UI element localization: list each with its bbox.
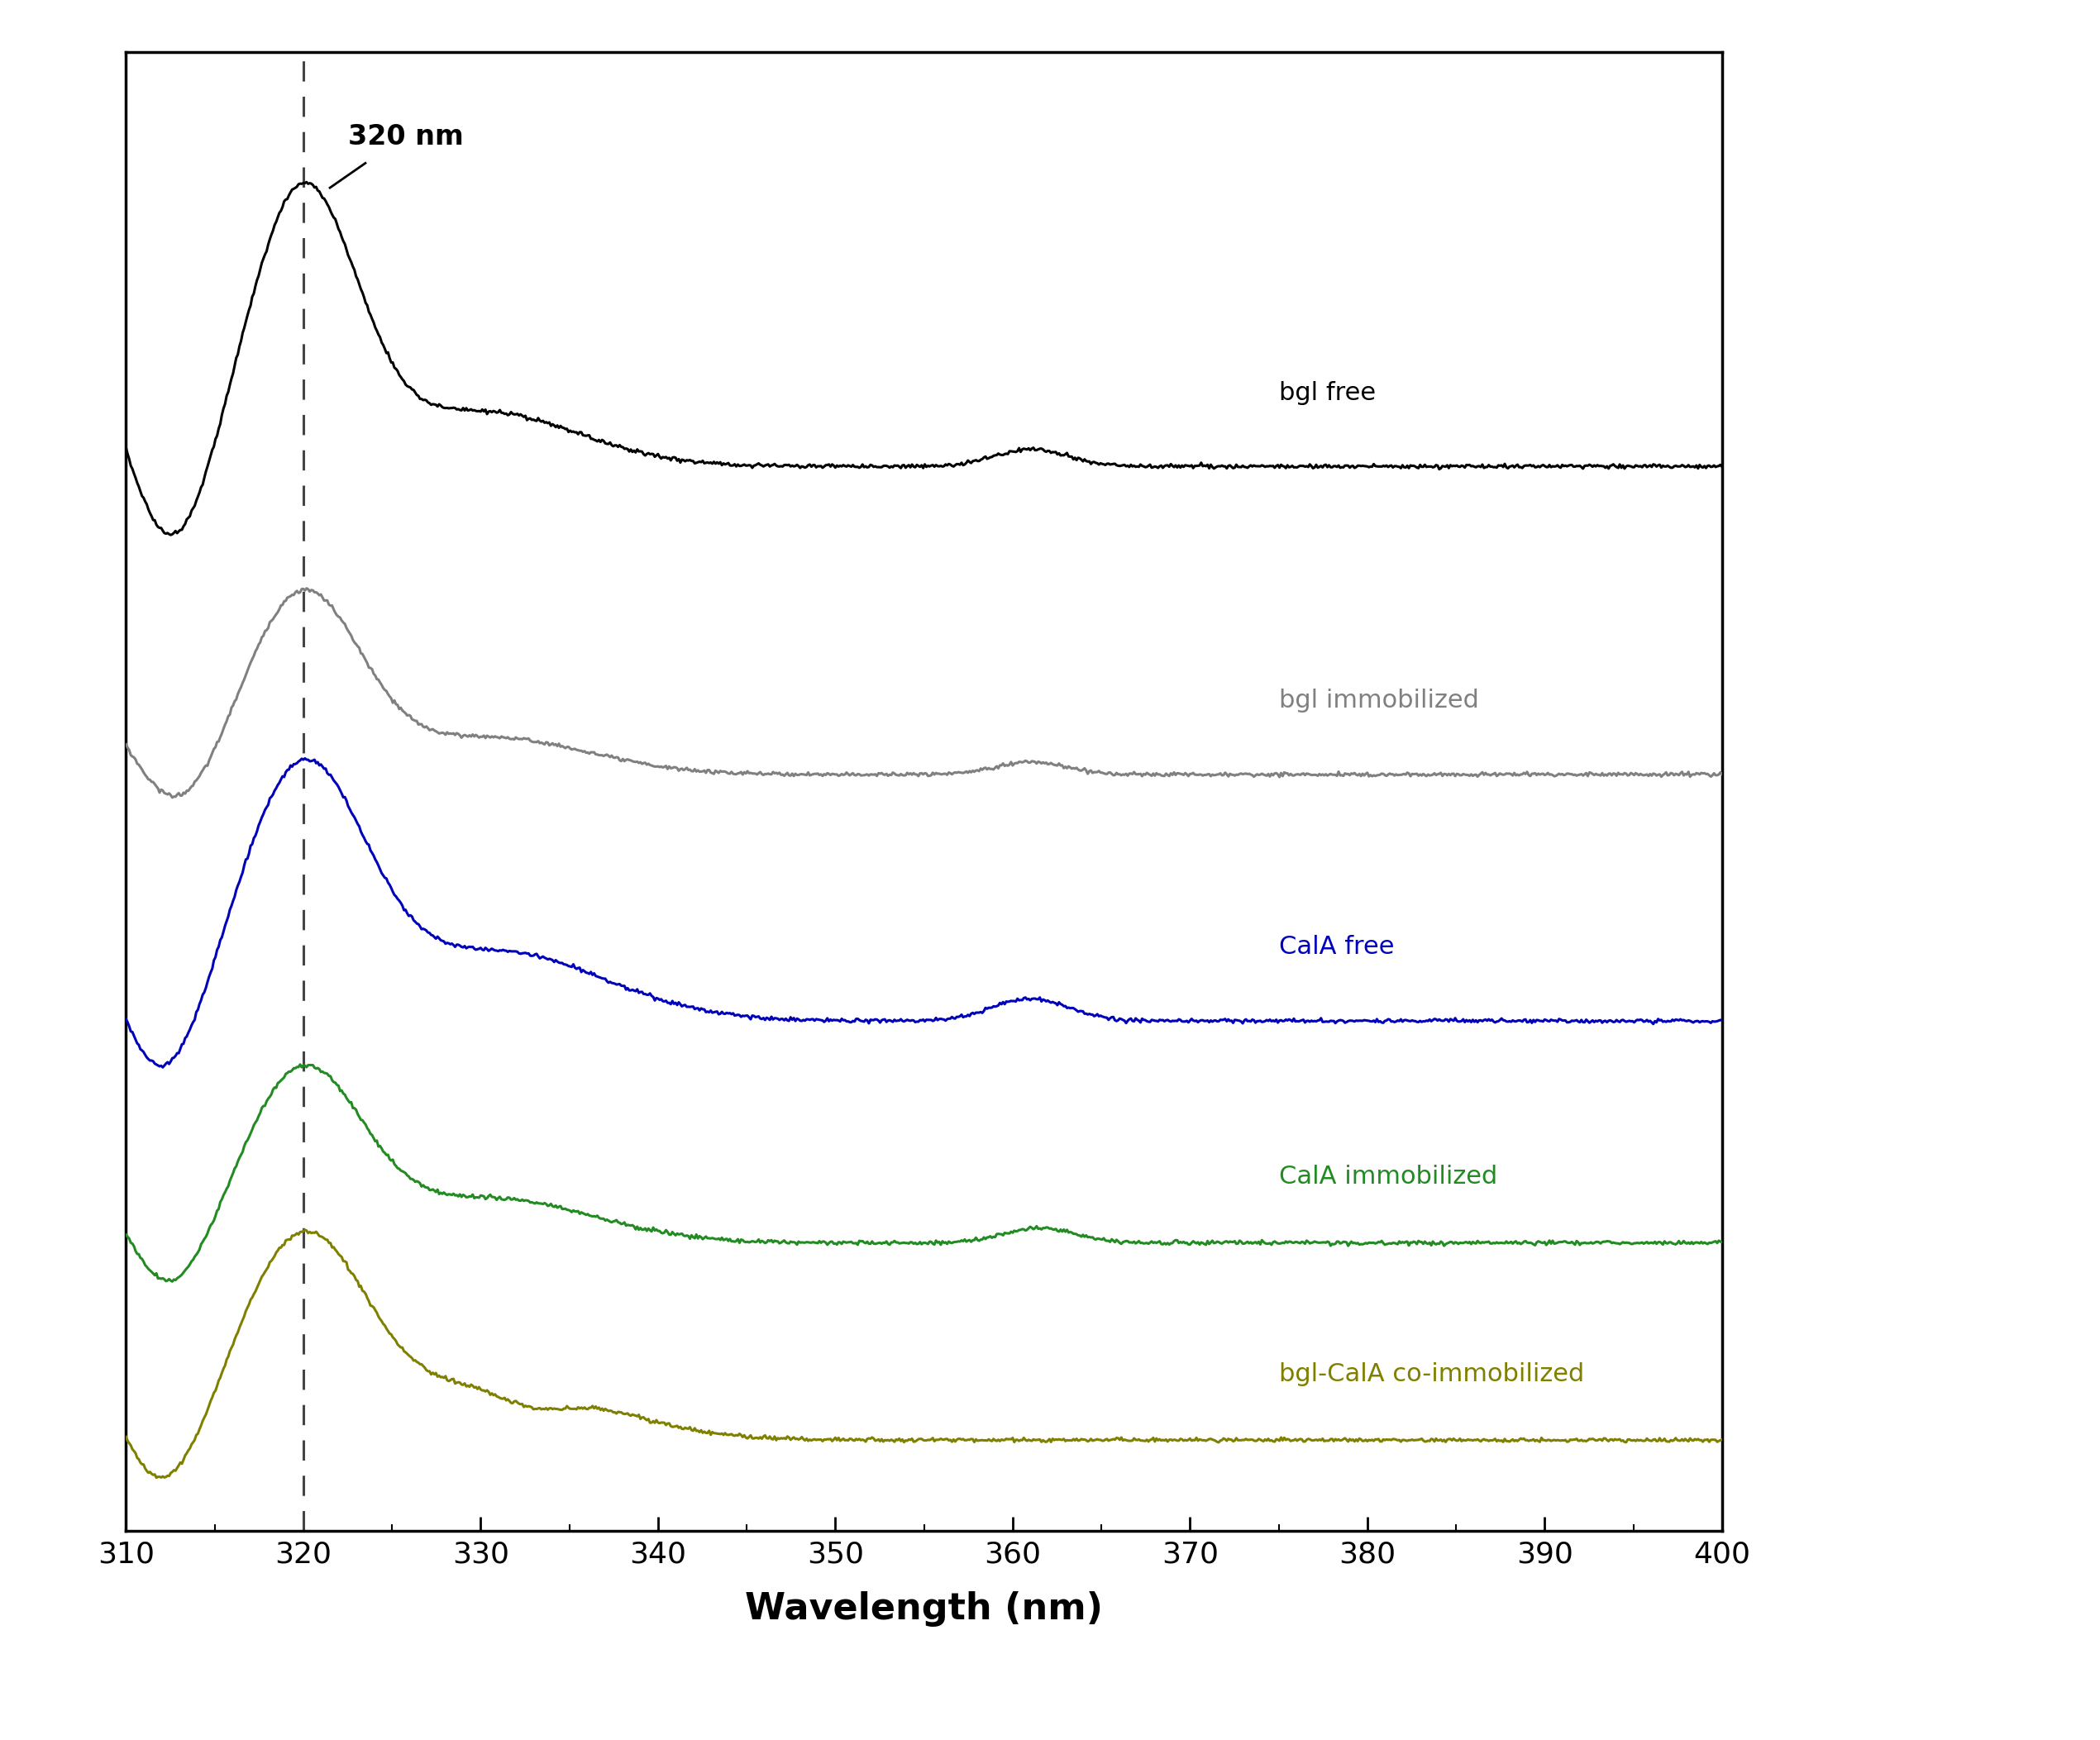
Text: CalA free: CalA free (1279, 936, 1394, 959)
Text: bgl free: bgl free (1279, 381, 1376, 405)
Text: CalA immobilized: CalA immobilized (1279, 1164, 1497, 1188)
Text: bgl-CalA co-immobilized: bgl-CalA co-immobilized (1279, 1362, 1583, 1385)
Text: 320 nm: 320 nm (349, 124, 464, 151)
X-axis label: Wavelength (nm): Wavelength (nm) (745, 1592, 1102, 1627)
Text: bgl immobilized: bgl immobilized (1279, 689, 1478, 713)
